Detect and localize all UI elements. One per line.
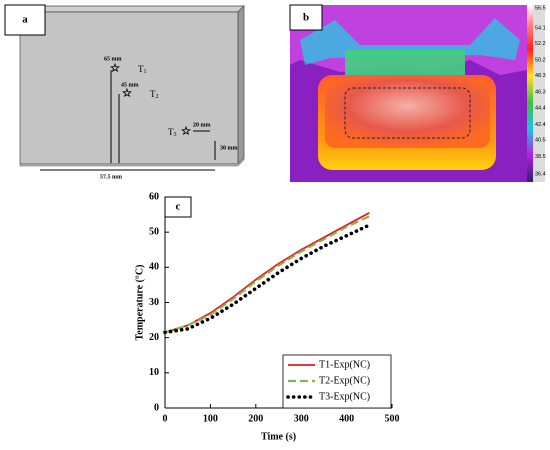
colorbar-tick-label: 36.4 [535, 171, 546, 177]
x-tick-label: 200 [248, 413, 263, 424]
legend-label: T3-Exp(NC) [319, 391, 370, 402]
star [110, 62, 120, 73]
colorbar-tick-label: 38.5 [535, 154, 546, 160]
y-axis-label: Temperature (°C) [134, 265, 145, 341]
dimension: 57.5 mm [100, 174, 122, 180]
colorbar-tick-label: 40.5 [535, 138, 546, 144]
point-sub: 2 [156, 94, 159, 100]
y-tick-label: 40 [149, 262, 159, 273]
x-tick-label: 100 [203, 413, 218, 424]
dimension: 20 mm [193, 122, 211, 128]
y-tick-label: 30 [149, 297, 159, 308]
colorbar-tick-label: 44.4 [535, 105, 546, 111]
point-sub: 1 [144, 69, 147, 75]
panel-c: 0 10 20 30 40 50 60 0 100 200 300 400 500 Time (s) Tem… [134, 191, 399, 442]
dimension: 65 mm [104, 56, 122, 62]
y-tick-label: 20 [149, 332, 159, 343]
x-tick-label: 500 [385, 413, 400, 424]
colorbar-tick-label: 48.3 [535, 73, 546, 79]
y-tick-label: 60 [149, 191, 159, 202]
panel-label: c [176, 201, 181, 213]
point-label: T3 [168, 127, 177, 138]
y-tick-label: 50 [149, 226, 159, 237]
panel-label: a [22, 14, 28, 26]
point-name: T [138, 64, 144, 74]
colorbar-tick-label: 50.2 [535, 57, 546, 63]
point-sub: 3 [174, 132, 177, 138]
point-name: T [168, 127, 174, 137]
star [122, 87, 132, 98]
y-tick-label: 10 [149, 367, 159, 378]
y-tick-label: 0 [154, 402, 159, 413]
colorbar-tick-label: 46.3 [535, 90, 546, 96]
colorbar-tick-label: 42.4 [535, 122, 546, 128]
point-label: T2 [150, 89, 159, 100]
colorbar-tick-label: 52.2 [535, 41, 546, 47]
colorbar-tick-label: 56.5 [535, 5, 546, 11]
colorbar-tick-label: 54.1 [535, 25, 546, 31]
legend-label: T1-Exp(NC) [319, 359, 370, 370]
star [181, 125, 191, 136]
x-axis-label: Time (s) [261, 431, 296, 442]
panel-label: b [303, 12, 309, 24]
series-line [164, 212, 370, 334]
dimension: 30 mm [220, 145, 238, 151]
x-tick-label: 300 [294, 413, 309, 424]
point-label: T1 [138, 64, 147, 75]
x-tick-label: 400 [339, 413, 354, 424]
x-tick-label: 0 [163, 413, 168, 424]
panel-label-box [164, 196, 192, 218]
dimension: 45 mm [121, 82, 139, 88]
point-name: T [150, 89, 156, 99]
series-line [163, 223, 372, 335]
panel-b: b 56.5 54.1 52.2 50.2 48.3 46.3 44.4 42.4 40.5 38… [289, 4, 546, 182]
series-line [164, 215, 370, 334]
legend-label: T2-Exp(NC) [319, 375, 370, 386]
